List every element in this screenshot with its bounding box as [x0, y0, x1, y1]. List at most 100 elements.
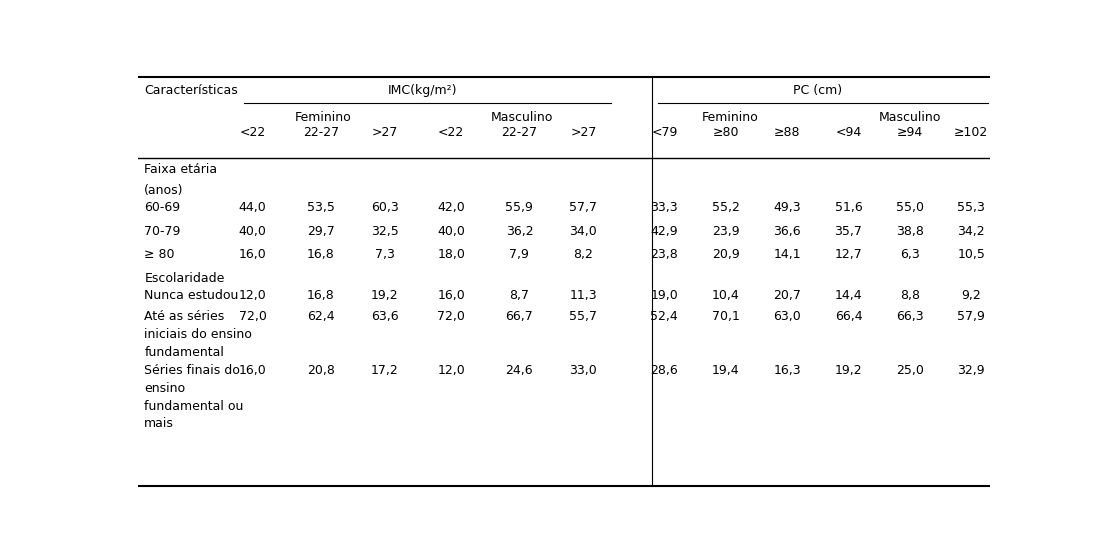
Text: 33,3: 33,3	[650, 201, 679, 214]
Text: 36,2: 36,2	[506, 225, 534, 238]
Text: 57,9: 57,9	[957, 310, 986, 323]
Text: 72,0: 72,0	[239, 310, 266, 323]
Text: 63,0: 63,0	[773, 310, 801, 323]
Text: Séries finais do: Séries finais do	[144, 364, 240, 377]
Text: ensino: ensino	[144, 381, 186, 395]
Text: 8,7: 8,7	[509, 289, 529, 302]
Text: ≥ 80: ≥ 80	[144, 248, 175, 261]
Text: 20,8: 20,8	[307, 364, 334, 377]
Text: 55,9: 55,9	[506, 201, 534, 214]
Text: 62,4: 62,4	[307, 310, 334, 323]
Text: 16,8: 16,8	[307, 289, 334, 302]
Text: 18,0: 18,0	[438, 248, 465, 261]
Text: 70,1: 70,1	[712, 310, 739, 323]
Text: 55,2: 55,2	[712, 201, 739, 214]
Text: (anos): (anos)	[144, 184, 184, 197]
Text: Nunca estudou: Nunca estudou	[144, 289, 239, 302]
Text: ≥94: ≥94	[896, 127, 923, 139]
Text: 7,9: 7,9	[509, 248, 529, 261]
Text: 66,7: 66,7	[506, 310, 534, 323]
Text: 40,0: 40,0	[438, 225, 465, 238]
Text: 14,1: 14,1	[773, 248, 801, 261]
Text: iniciais do ensino: iniciais do ensino	[144, 328, 252, 341]
Text: 70-79: 70-79	[144, 225, 180, 238]
Text: 35,7: 35,7	[835, 225, 862, 238]
Text: 44,0: 44,0	[239, 201, 266, 214]
Text: Faixa etária: Faixa etária	[144, 163, 218, 176]
Text: ≥80: ≥80	[713, 127, 739, 139]
Text: >27: >27	[570, 127, 596, 139]
Text: 72,0: 72,0	[438, 310, 465, 323]
Text: 20,7: 20,7	[773, 289, 801, 302]
Text: 66,4: 66,4	[835, 310, 862, 323]
Text: 33,0: 33,0	[570, 364, 597, 377]
Text: 19,0: 19,0	[650, 289, 679, 302]
Text: mais: mais	[144, 417, 174, 431]
Text: Feminino: Feminino	[295, 112, 351, 124]
Text: >27: >27	[372, 127, 398, 139]
Text: 32,9: 32,9	[957, 364, 986, 377]
Text: IMC(kg/m²): IMC(kg/m²)	[387, 84, 456, 97]
Text: 19,2: 19,2	[371, 289, 398, 302]
Text: 66,3: 66,3	[896, 310, 924, 323]
Text: 38,8: 38,8	[895, 225, 924, 238]
Text: <94: <94	[835, 127, 861, 139]
Text: 17,2: 17,2	[371, 364, 398, 377]
Text: 23,8: 23,8	[650, 248, 679, 261]
Text: 19,4: 19,4	[712, 364, 739, 377]
Text: 60,3: 60,3	[371, 201, 398, 214]
Text: 12,0: 12,0	[239, 289, 266, 302]
Text: 23,9: 23,9	[712, 225, 739, 238]
Text: ≥102: ≥102	[954, 127, 989, 139]
Text: 60-69: 60-69	[144, 201, 180, 214]
Text: 52,4: 52,4	[650, 310, 679, 323]
Text: 28,6: 28,6	[650, 364, 679, 377]
Text: 20,9: 20,9	[712, 248, 739, 261]
Text: Até as séries: Até as séries	[144, 310, 224, 323]
Text: 24,6: 24,6	[506, 364, 534, 377]
Text: 55,3: 55,3	[957, 201, 986, 214]
Text: 14,4: 14,4	[835, 289, 862, 302]
Text: 34,2: 34,2	[957, 225, 986, 238]
Text: 9,2: 9,2	[961, 289, 981, 302]
Text: 6,3: 6,3	[900, 248, 920, 261]
Text: 29,7: 29,7	[307, 225, 334, 238]
Text: 11,3: 11,3	[570, 289, 597, 302]
Text: 32,5: 32,5	[371, 225, 398, 238]
Text: 7,3: 7,3	[375, 248, 395, 261]
Text: 55,7: 55,7	[570, 310, 597, 323]
Text: Masculino: Masculino	[491, 112, 552, 124]
Text: <22: <22	[438, 127, 464, 139]
Text: <22: <22	[240, 127, 266, 139]
Text: 16,0: 16,0	[438, 289, 465, 302]
Text: fundamental: fundamental	[144, 346, 224, 359]
Text: 16,8: 16,8	[307, 248, 334, 261]
Text: Características: Características	[144, 84, 238, 97]
Text: 57,7: 57,7	[570, 201, 597, 214]
Text: 12,7: 12,7	[835, 248, 862, 261]
Text: 63,6: 63,6	[371, 310, 398, 323]
Text: 19,2: 19,2	[835, 364, 862, 377]
Text: 34,0: 34,0	[570, 225, 597, 238]
Text: <79: <79	[651, 127, 678, 139]
Text: 16,0: 16,0	[239, 248, 266, 261]
Text: 10,5: 10,5	[957, 248, 986, 261]
Text: 10,4: 10,4	[712, 289, 739, 302]
Text: 16,0: 16,0	[239, 364, 266, 377]
Text: 49,3: 49,3	[773, 201, 801, 214]
Text: 53,5: 53,5	[307, 201, 334, 214]
Text: 42,9: 42,9	[650, 225, 679, 238]
Text: Escolaridade: Escolaridade	[144, 272, 224, 285]
Text: 55,0: 55,0	[895, 201, 924, 214]
Text: PC (cm): PC (cm)	[793, 84, 843, 97]
Text: 8,2: 8,2	[573, 248, 593, 261]
Text: Feminino: Feminino	[702, 112, 758, 124]
Text: ≥88: ≥88	[774, 127, 801, 139]
Text: 51,6: 51,6	[835, 201, 862, 214]
Text: 40,0: 40,0	[239, 225, 266, 238]
Text: Masculino: Masculino	[879, 112, 942, 124]
Text: 16,3: 16,3	[773, 364, 801, 377]
Text: fundamental ou: fundamental ou	[144, 400, 244, 412]
Text: 42,0: 42,0	[438, 201, 465, 214]
Text: 12,0: 12,0	[438, 364, 465, 377]
